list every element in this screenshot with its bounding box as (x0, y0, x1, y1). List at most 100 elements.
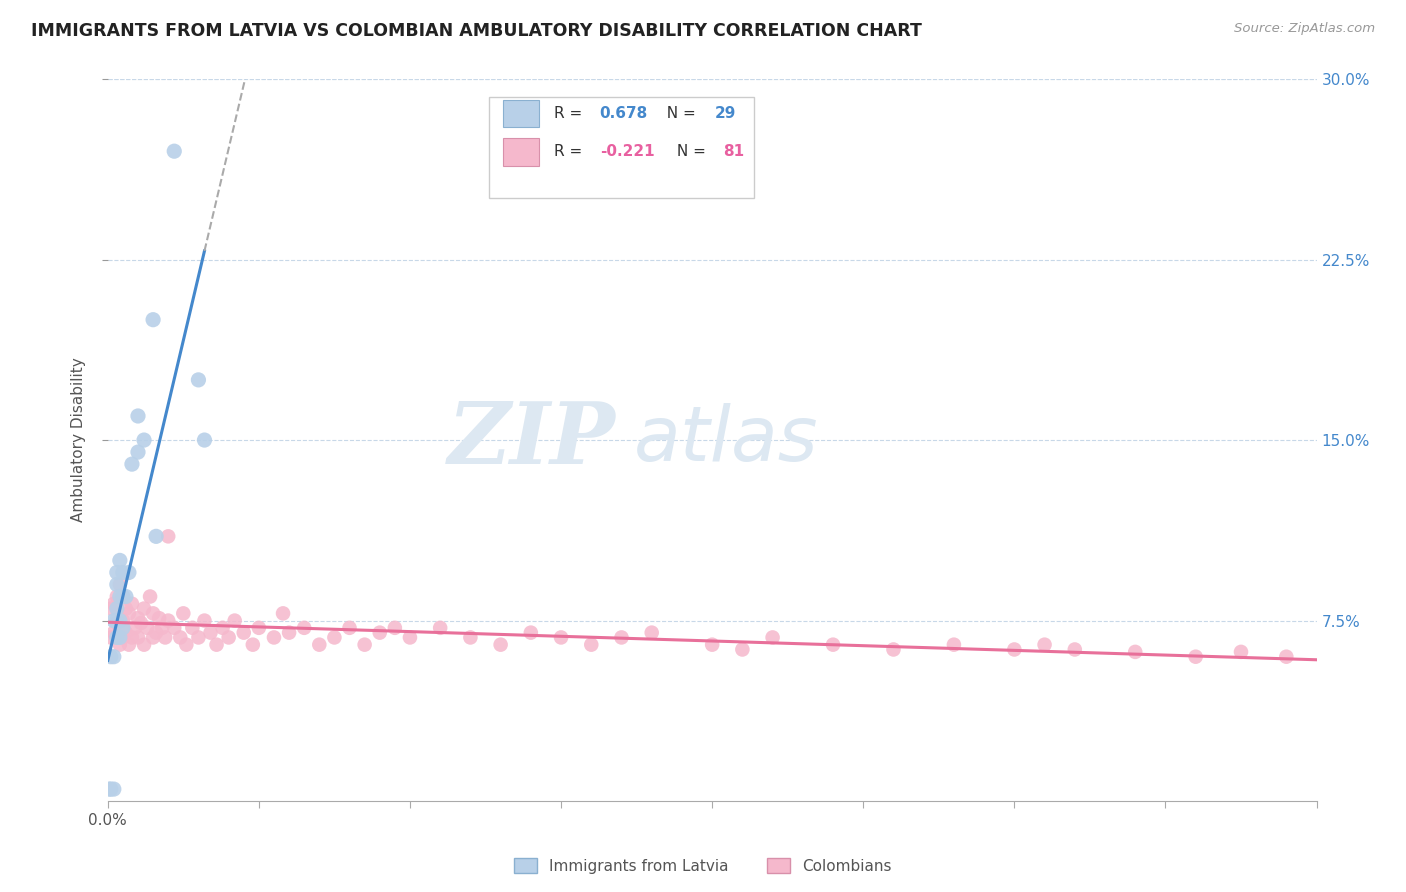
Point (550, 631, 572, 645)
Point (105, 566, 128, 580)
Point (108, 631, 131, 645)
Text: R =: R = (554, 145, 586, 160)
Text: atlas: atlas (634, 403, 818, 477)
Point (1033, 638, 1056, 652)
Point (211, 621, 233, 635)
Point (702, 638, 724, 652)
Point (399, 631, 422, 645)
Point (145, 625, 167, 640)
Text: -0.221: -0.221 (600, 145, 654, 160)
Point (111, 590, 134, 604)
Point (98, 782, 121, 797)
Point (368, 625, 391, 640)
Point (142, 631, 165, 645)
Point (136, 621, 159, 635)
Point (232, 625, 254, 640)
Point (278, 625, 301, 640)
Point (169, 631, 191, 645)
Point (105, 590, 128, 604)
Point (105, 631, 128, 645)
Point (100, 649, 122, 664)
Point (882, 642, 904, 657)
Point (218, 631, 240, 645)
Point (271, 607, 294, 621)
Point (1184, 649, 1206, 664)
Point (108, 614, 131, 628)
Point (111, 590, 134, 604)
Point (150, 621, 173, 635)
Point (115, 601, 138, 615)
Point (142, 607, 165, 621)
Point (132, 638, 155, 652)
Point (1230, 645, 1253, 659)
Point (172, 607, 194, 621)
FancyBboxPatch shape (488, 97, 755, 198)
Point (105, 601, 128, 615)
Point (103, 625, 125, 640)
Text: ZIP: ZIP (447, 399, 616, 482)
Point (121, 597, 143, 611)
Point (111, 621, 134, 635)
Point (339, 621, 361, 635)
Point (187, 373, 209, 387)
Point (153, 631, 176, 645)
Point (163, 621, 186, 635)
Point (118, 607, 141, 621)
Text: Source: ZipAtlas.com: Source: ZipAtlas.com (1234, 22, 1375, 36)
Text: 81: 81 (723, 145, 744, 160)
Point (205, 638, 228, 652)
Point (193, 433, 215, 447)
Point (105, 614, 128, 628)
Point (100, 631, 122, 645)
Point (108, 614, 131, 628)
Point (118, 638, 141, 652)
Point (176, 638, 198, 652)
Point (263, 631, 285, 645)
Point (129, 615, 152, 630)
Text: N =: N = (672, 145, 711, 160)
Point (163, 145, 186, 159)
Point (103, 614, 125, 628)
Text: R =: R = (554, 106, 586, 121)
Point (100, 782, 122, 797)
Point (181, 621, 204, 635)
Point (224, 614, 246, 628)
Point (115, 625, 138, 640)
FancyBboxPatch shape (503, 138, 540, 166)
Point (100, 601, 122, 615)
Point (200, 625, 222, 640)
Text: 29: 29 (714, 106, 735, 121)
Point (127, 445, 149, 459)
Point (115, 590, 138, 604)
Point (108, 577, 131, 591)
Point (242, 638, 264, 652)
Point (139, 590, 162, 604)
Text: N =: N = (657, 106, 700, 121)
Point (942, 638, 965, 652)
Point (247, 621, 270, 635)
Point (103, 597, 125, 611)
FancyBboxPatch shape (503, 100, 540, 128)
Point (105, 577, 128, 591)
Point (308, 638, 330, 652)
Point (111, 614, 134, 628)
Point (1063, 642, 1085, 657)
Point (157, 529, 180, 543)
Point (581, 638, 603, 652)
Point (118, 566, 141, 580)
Point (157, 614, 180, 628)
Point (103, 649, 125, 664)
Legend: Immigrants from Latvia, Colombians: Immigrants from Latvia, Colombians (508, 852, 898, 880)
Point (142, 312, 165, 326)
Point (1123, 645, 1146, 659)
Y-axis label: Ambulatory Disability: Ambulatory Disability (72, 358, 86, 523)
Point (121, 457, 143, 471)
Point (193, 614, 215, 628)
Point (641, 625, 664, 640)
Point (105, 615, 128, 630)
Text: 0.678: 0.678 (600, 106, 648, 121)
Point (1275, 649, 1298, 664)
Point (489, 638, 512, 652)
Point (460, 631, 482, 645)
Point (384, 621, 406, 635)
